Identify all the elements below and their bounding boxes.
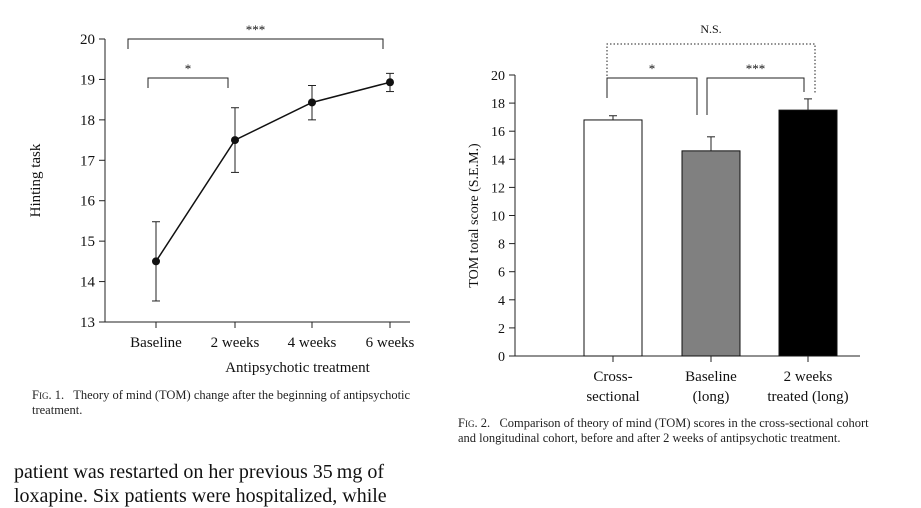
figure-1-label: Fig. 1.: [32, 388, 65, 402]
body-text-line: patient was restarted on her previous 35…: [14, 461, 385, 483]
fig1-data-point: [152, 257, 160, 266]
fig1-y-tick-label: 16: [80, 194, 96, 210]
fig2-y-tick-label: 14: [491, 153, 505, 168]
fig2-y-axis-label: TOM total score (S.E.M.): [467, 143, 482, 288]
fig1-y-tick-label: 15: [80, 234, 95, 250]
fig1-y-tick-label: 18: [80, 113, 95, 129]
figure-1-caption-text: Theory of mind (TOM) change after the be…: [32, 388, 411, 417]
figure-2-caption: Fig. 2. Comparison of theory of mind (TO…: [458, 416, 888, 446]
figure-2-caption-text: Comparison of theory of mind (TOM) score…: [458, 416, 869, 445]
fig1-x-axis-label: Antipsychotic treatment: [225, 360, 370, 376]
fig2-x-tick-label: Cross-: [593, 369, 632, 385]
fig1-data-point: [231, 136, 239, 145]
fig2-y-tick-label: 16: [491, 125, 505, 140]
fig2-y-tick-label: 0: [498, 350, 505, 365]
fig1-y-tick-label: 14: [80, 275, 96, 291]
fig2-y-tick-label: 6: [498, 266, 505, 281]
fig1-significance-bracket: [147, 77, 229, 88]
figure-2-label: Fig. 2.: [458, 416, 491, 430]
fig2-bar: [778, 109, 838, 357]
fig2-significance-label: ***: [746, 61, 766, 76]
fig1-significance-label: *: [185, 61, 192, 76]
fig1-data-point: [386, 78, 394, 87]
fig1-data-point: [308, 98, 316, 107]
fig2-x-tick-label: sectional: [586, 389, 639, 405]
fig1-significance-label: ***: [246, 22, 266, 37]
fig1-x-tick-label: 2 weeks: [211, 335, 260, 351]
fig1-series-line: [155, 81, 391, 262]
fig2-y-tick-label: 10: [491, 210, 505, 225]
fig1-x-tick-label: 6 weeks: [366, 335, 415, 351]
fig2-bar: [583, 119, 643, 357]
fig1-y-tick-label: 13: [80, 315, 95, 331]
fig2-x-tick-label: treated (long): [767, 389, 848, 405]
fig2-y-tick-label: 20: [491, 69, 505, 84]
fig2-significance-bracket-dotted: [606, 43, 816, 94]
fig2-significance-bracket: [606, 77, 698, 115]
fig2-x-tick-label: Baseline: [685, 369, 737, 385]
fig1-y-axis-label: Hinting task: [28, 143, 44, 217]
fig2-y-tick-label: 8: [498, 238, 505, 253]
fig2-y-tick-label: 18: [491, 97, 505, 112]
fig2-significance-label: *: [649, 61, 656, 76]
fig2-significance-label: N.S.: [700, 22, 721, 36]
fig2-y-tick-label: 2: [498, 322, 505, 337]
figure-1-caption: Fig. 1. Theory of mind (TOM) change afte…: [32, 388, 432, 418]
body-text: patient was restarted on her previous 35…: [14, 460, 444, 508]
fig2-y-tick-label: 12: [491, 181, 505, 196]
fig2-y-tick-label: 4: [498, 294, 505, 309]
fig2-x-tick-label: (long): [693, 389, 730, 405]
fig2-x-tick-label: 2 weeks: [784, 369, 833, 385]
fig1-y-tick-label: 20: [80, 32, 95, 48]
fig2-significance-bracket: [706, 77, 805, 115]
fig1-significance-bracket: [127, 38, 384, 49]
fig1-y-tick-label: 19: [80, 72, 95, 88]
fig1-x-tick-label: 4 weeks: [288, 335, 337, 351]
fig2-bar: [681, 150, 741, 357]
fig1-y-tick-label: 17: [80, 153, 96, 169]
body-text-line: loxapine. Six patients were hospitalized…: [14, 485, 387, 507]
fig1-x-tick-label: Baseline: [130, 335, 182, 351]
